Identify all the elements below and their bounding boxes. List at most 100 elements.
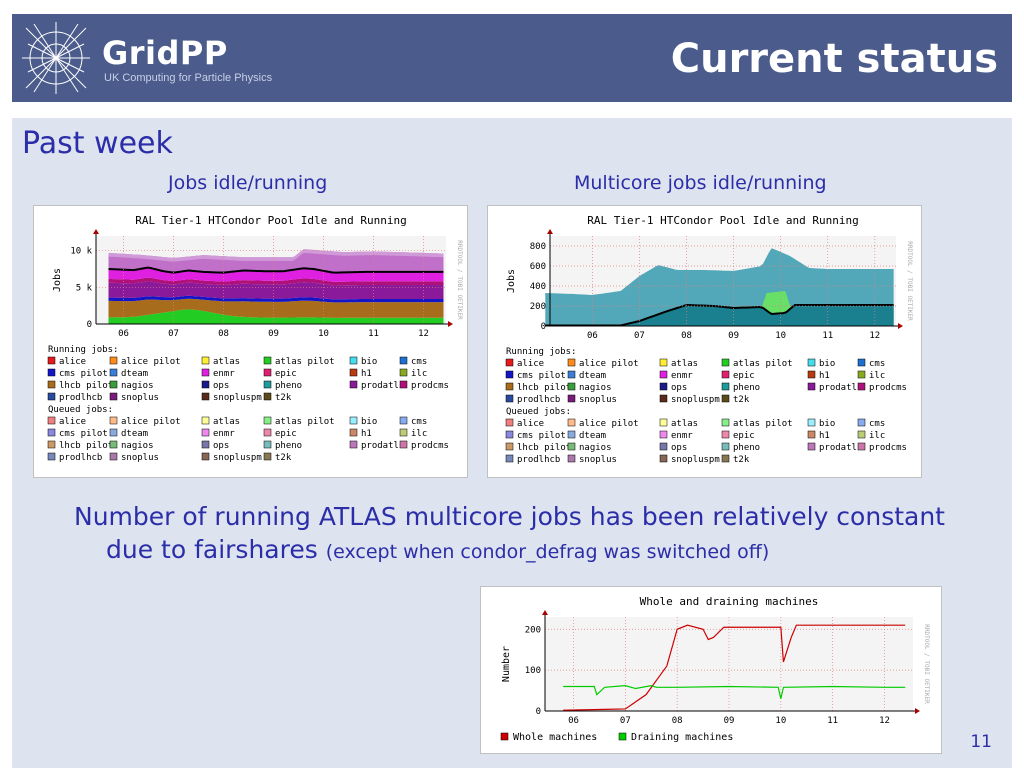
g2-legend-label: alice pilot: [579, 419, 639, 429]
g1-legend-swatch: [201, 452, 210, 461]
g3-yaxis-arrow: [542, 610, 548, 615]
g1-legend-label: cms pilot: [59, 429, 108, 439]
g1-legend-label: bio: [361, 357, 377, 367]
g2-legend-label: bio: [819, 359, 835, 369]
section-subtitle: Past week: [22, 126, 173, 161]
g3-ytick-label: 200: [525, 625, 541, 635]
g2-area-running: [545, 305, 894, 326]
g2-legend-label: cms pilot: [517, 431, 566, 441]
g1-ylabel: Jobs: [52, 268, 63, 292]
g2-legend-swatch: [857, 442, 866, 451]
g2-legend-swatch: [505, 418, 514, 427]
g2-legend-label: epic: [733, 431, 755, 441]
g1-legend-label: h1: [361, 429, 372, 439]
g1-ytick-label: 5 k: [76, 283, 93, 293]
g2-legend-label: epic: [733, 371, 755, 381]
g1-legend-swatch: [47, 368, 56, 377]
g1-legend-label: prodcms: [411, 381, 449, 391]
g1-legend-swatch: [263, 416, 272, 425]
g3-xtick-label: 08: [672, 716, 683, 726]
g3-xtick-label: 06: [568, 716, 579, 726]
g2-legend-label: cms pilot: [517, 371, 566, 381]
g3-title: Whole and draining machines: [640, 595, 819, 608]
g2-ytick-label: 400: [530, 282, 546, 292]
g1-legend-swatch: [47, 452, 56, 461]
g2-legend-label: ilc: [869, 431, 885, 441]
g1-legend-label: atlas pilot: [275, 417, 335, 427]
g2-legend-swatch: [721, 382, 730, 391]
body-text: Number of running ATLAS multicore jobs h…: [74, 500, 984, 569]
g1-legend-label: prodcms: [411, 441, 449, 451]
g2-legend-swatch: [567, 370, 576, 379]
g1-legend-swatch: [399, 416, 408, 425]
g2-legend-label: cms: [869, 419, 885, 429]
g1-legend-swatch: [263, 440, 272, 449]
g1-xtick-label: 09: [268, 329, 279, 339]
g2-legend-swatch: [567, 418, 576, 427]
g1-legend-swatch: [399, 356, 408, 365]
g1-legend-swatch: [349, 416, 358, 425]
g2-legend-swatch: [857, 370, 866, 379]
g3-series-draining-line: [563, 685, 906, 699]
g1-legend-swatch: [201, 356, 210, 365]
g3-ylabel: Number: [501, 646, 512, 682]
g2-legend-swatch: [857, 418, 866, 427]
g2-watermark: RRDTOOL / TOBI OETIKER: [906, 241, 913, 321]
g2-legend-swatch: [721, 358, 730, 367]
g2-area-atlas-pilot-queued: [761, 291, 795, 314]
g2-legend-label: bio: [819, 419, 835, 429]
g2-legend-label: enmr: [671, 431, 693, 441]
g1-legend-label: cms: [411, 357, 427, 367]
g1-legend-swatch: [349, 428, 358, 437]
g2-legend-swatch: [659, 394, 668, 403]
g3-xtick-label: 10: [775, 716, 786, 726]
g2-legend-swatch: [567, 382, 576, 391]
g1-legend-swatch: [263, 428, 272, 437]
g1-legend-label: prodlhcb: [59, 453, 102, 463]
g1-legend-label: ilc: [411, 429, 427, 439]
g2-legend-label: atlas pilot: [733, 419, 793, 429]
g3-legend-label: Draining machines: [631, 732, 733, 743]
g2-legend-swatch: [567, 394, 576, 403]
slide-title: Current status: [670, 36, 998, 82]
g1-area-prodatls: [108, 281, 444, 300]
g2-legend-label: alice pilot: [579, 359, 639, 369]
g2-legend-swatch: [659, 370, 668, 379]
g1-legend-label: ops: [213, 381, 229, 391]
g2-legend-heading: Queued jobs:: [506, 407, 571, 417]
g1-xtick-label: 12: [418, 329, 429, 339]
g2-xtick-label: 08: [681, 331, 692, 341]
g3-xtick-label: 12: [879, 716, 890, 726]
g2-legend-label: lhcb pilot: [517, 443, 571, 453]
g1-legend-swatch: [47, 380, 56, 389]
g1-legend-swatch: [399, 380, 408, 389]
g2-legend-label: nagios: [579, 383, 612, 393]
g3-xtick-label: 09: [724, 716, 735, 726]
g1-legend-label: lhcb pilot: [59, 381, 113, 391]
g2-legend-swatch: [721, 454, 730, 463]
g2-legend-swatch: [659, 418, 668, 427]
g2-legend-label: cms: [869, 359, 885, 369]
g2-legend-label: prodatls: [819, 443, 862, 453]
g3-ytick-label: 0: [536, 707, 541, 717]
g2-xaxis-arrow: [898, 323, 903, 329]
slide-header: GridPP UK Computing for Particle Physics…: [12, 14, 1012, 102]
g1-legend-swatch: [349, 356, 358, 365]
g3-watermark: RRDTOOL / TOBI OETIKER: [923, 624, 930, 704]
g2-title: RAL Tier-1 HTCondor Pool Idle and Runnin…: [587, 214, 859, 227]
g1-legend-swatch: [201, 416, 210, 425]
g3-xtick-label: 11: [827, 716, 838, 726]
g2-legend-label: dteam: [579, 371, 606, 381]
g1-legend-swatch: [263, 380, 272, 389]
g1-legend-swatch: [109, 380, 118, 389]
g1-legend-label: alice: [59, 417, 86, 427]
g2-legend-swatch: [721, 418, 730, 427]
g1-area-cms-pilot: [108, 295, 444, 303]
g2-legend-swatch: [721, 442, 730, 451]
g2-legend-label: prodlhcb: [517, 455, 560, 465]
g1-xtick-label: 11: [368, 329, 379, 339]
g1-legend-label: cms pilot: [59, 369, 108, 379]
g2-legend-label: prodatls: [819, 383, 862, 393]
g1-legend-label: snopluspm: [213, 453, 262, 463]
g2-legend-label: pheno: [733, 443, 760, 453]
